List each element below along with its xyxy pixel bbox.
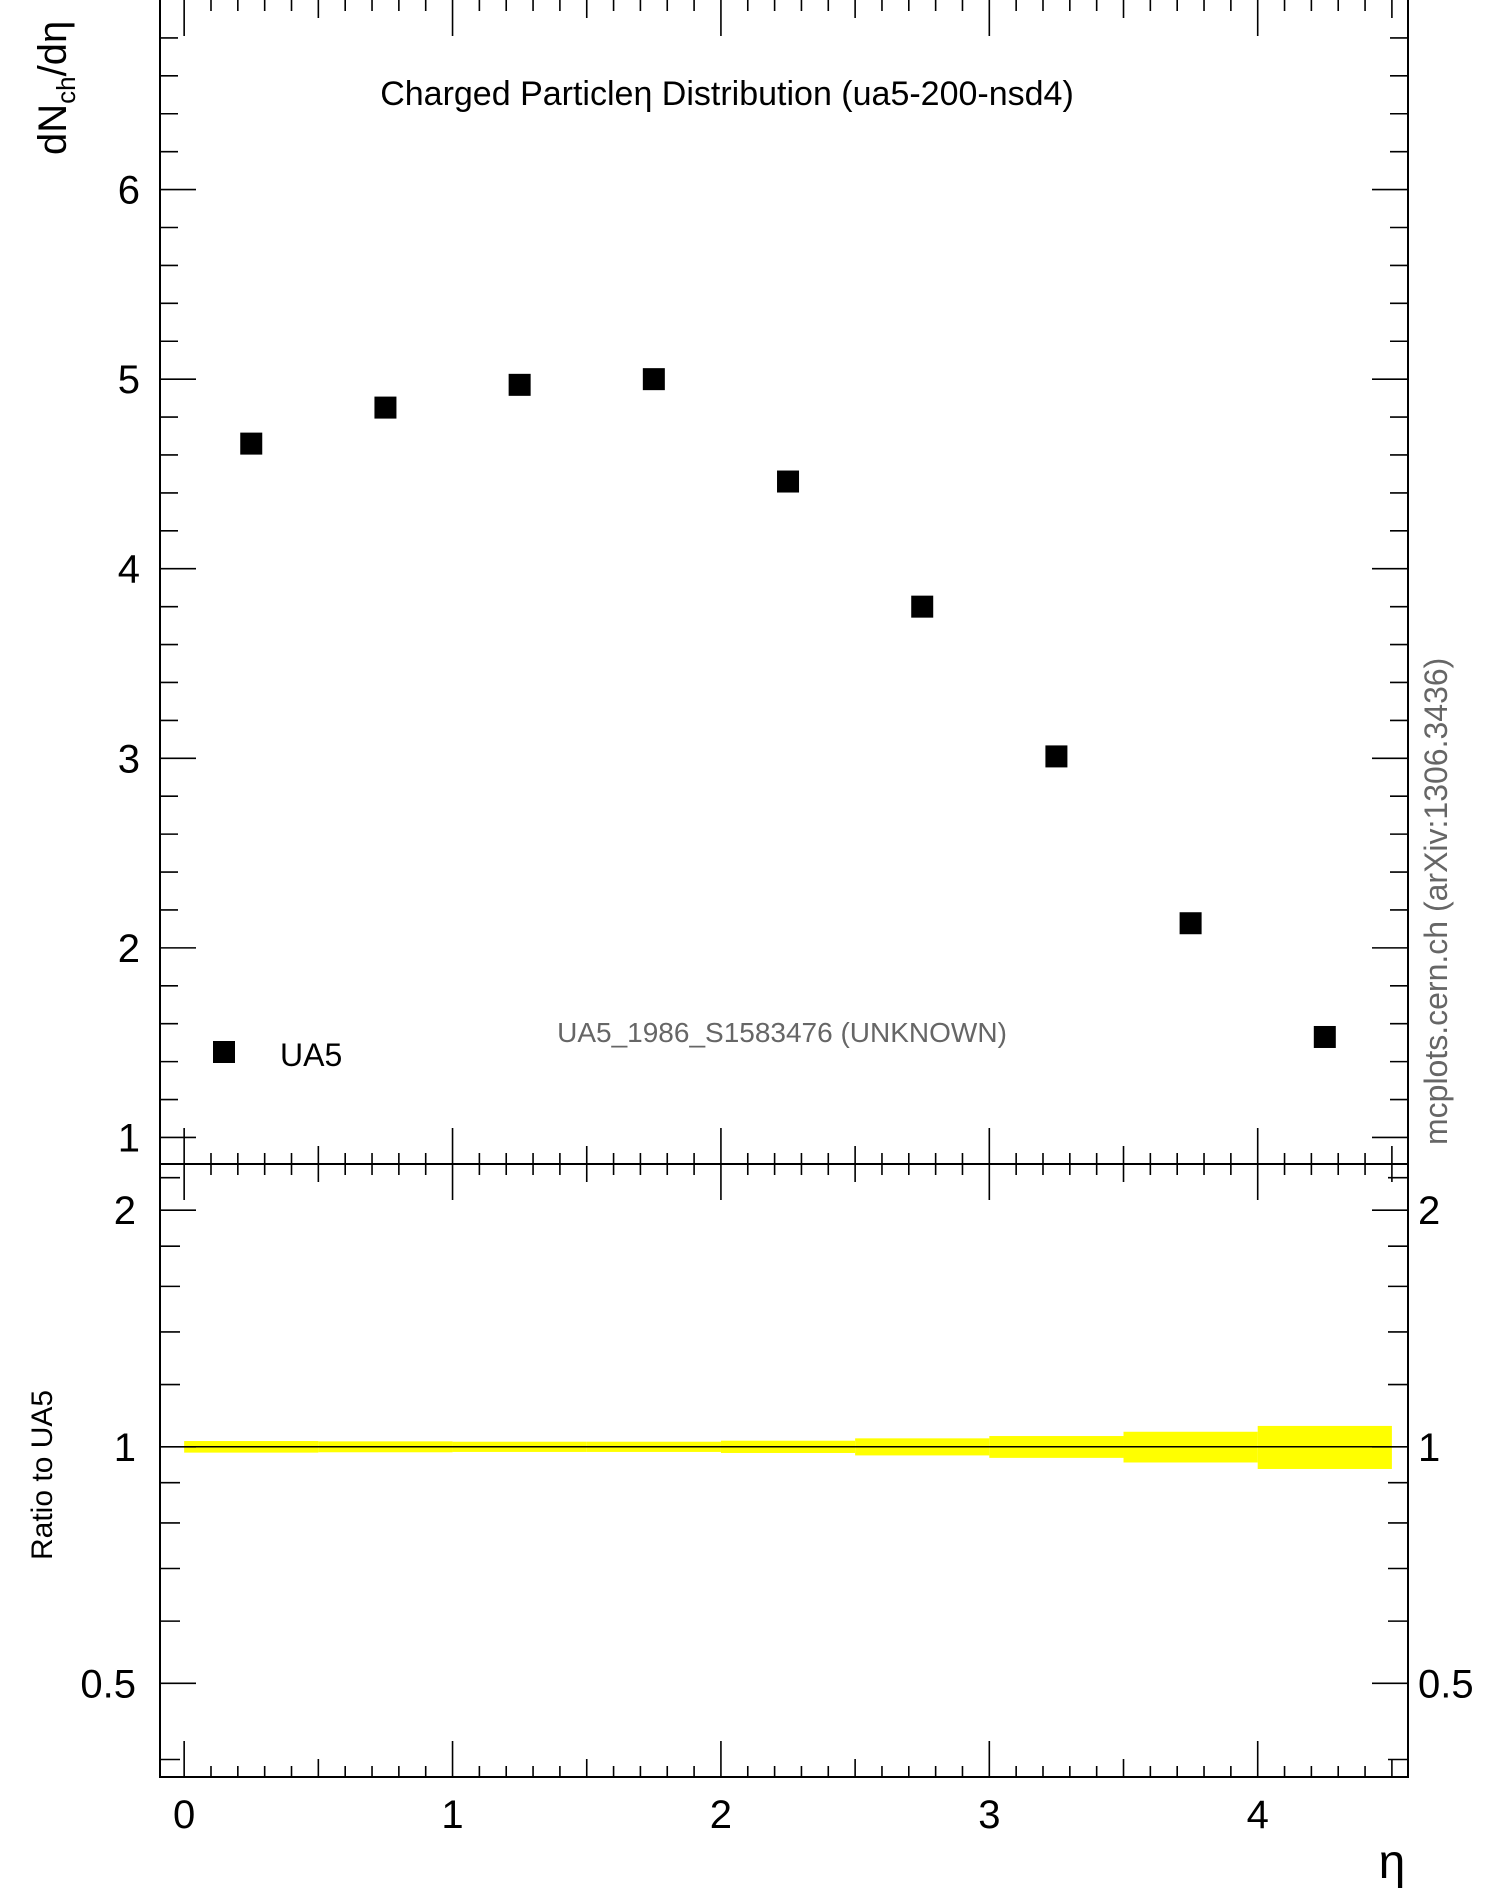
main-y-tick-label: 4 (118, 548, 140, 592)
main-plot-frame (159, 0, 1409, 1165)
x-tick-label: 1 (441, 1793, 463, 1837)
data-point-ua5 (1179, 912, 1202, 935)
data-point-ua5 (1313, 1025, 1336, 1048)
main-y-tick-label: 2 (118, 927, 140, 971)
side-watermark-label: mcplots.cern.ch (arXiv:1306.3436) (1418, 658, 1454, 1145)
x-axis-label: η (1379, 1836, 1406, 1888)
x-tick-label: 0 (173, 1793, 195, 1837)
ratio-y-tick-label: 2 (114, 1189, 136, 1233)
chart-title: Charged Particleη Distribution (ua5-200-… (380, 75, 1074, 113)
reference-annotation: UA5_1986_S1583476 (UNKNOWN) (557, 1017, 1007, 1048)
legend-marker (213, 1041, 235, 1063)
legend-label: UA5 (280, 1037, 342, 1073)
main-y-tick-label: 3 (118, 737, 140, 781)
ratio-y-tick-label-right: 2 (1418, 1189, 1440, 1233)
main-y-tick-label: 6 (118, 169, 140, 213)
ratio-y-tick-label: 0.5 (80, 1662, 136, 1706)
data-point-ua5 (374, 396, 397, 419)
main-y-tick-label: 1 (118, 1116, 140, 1160)
x-tick-label: 4 (1247, 1793, 1269, 1837)
data-point-ua5 (777, 470, 800, 493)
data-point-ua5 (508, 373, 531, 396)
axis-ticks (160, 0, 1408, 1777)
ratio-y-tick-label-right: 1 (1418, 1426, 1440, 1470)
main-y-tick-label: 5 (118, 358, 140, 402)
ratio-plot-frame (159, 1163, 1409, 1778)
x-tick-label: 2 (710, 1793, 732, 1837)
data-point-ua5 (1045, 745, 1068, 768)
ratio-y-tick-label-right: 0.5 (1418, 1662, 1474, 1706)
ratio-y-axis-label: Ratio to UA5 (26, 1390, 59, 1560)
data-point-ua5 (642, 368, 665, 391)
ratio-y-tick-label: 1 (114, 1426, 136, 1470)
main-y-axis-label: dNch/dη (31, 21, 81, 155)
data-markers (240, 368, 1336, 1048)
data-point-ua5 (911, 595, 934, 618)
data-point-ua5 (240, 432, 263, 455)
axis-tick-labels: 1 2 3 4 5 6 0 1 2 3 4 0.5 0.5 1 1 2 2 (80, 169, 1473, 1837)
x-tick-label: 3 (978, 1793, 1000, 1837)
